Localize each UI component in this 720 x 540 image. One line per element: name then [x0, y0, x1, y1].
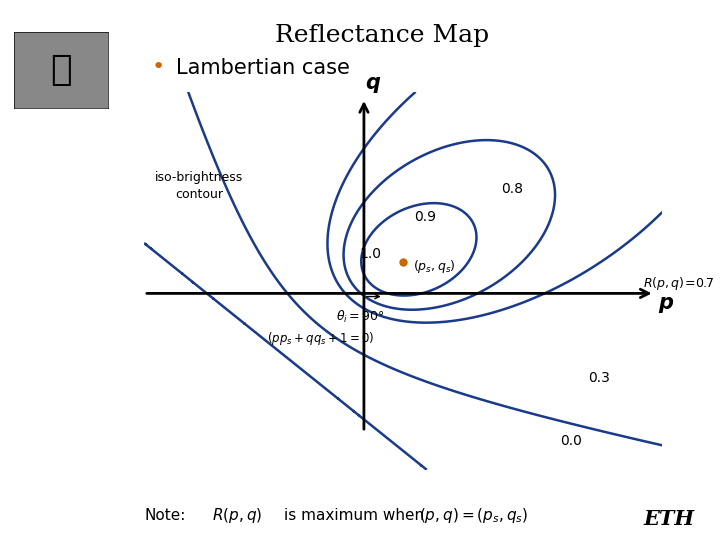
- Text: 👤: 👤: [50, 53, 72, 87]
- Text: 0.0: 0.0: [560, 435, 582, 448]
- Text: $\boldsymbol{p}$: $\boldsymbol{p}$: [659, 295, 675, 315]
- Text: $R(p,q)\!=\!0.7$: $R(p,q)\!=\!0.7$: [643, 275, 714, 293]
- Text: 0.3: 0.3: [588, 372, 610, 386]
- Text: Note:: Note:: [144, 508, 185, 523]
- Text: •: •: [152, 57, 165, 78]
- Text: ETH: ETH: [644, 509, 695, 530]
- Text: $(pp_s + qq_s + 1 = 0)$: $(pp_s + qq_s + 1 = 0)$: [267, 330, 374, 347]
- Text: $(p_s, q_s)$: $(p_s, q_s)$: [413, 259, 456, 275]
- Text: Reflectance Map: Reflectance Map: [274, 24, 489, 46]
- Text: $(p,q) = (p_s, q_s)$: $(p,q) = (p_s, q_s)$: [419, 506, 528, 525]
- Text: $R(p,q)$: $R(p,q)$: [212, 506, 263, 525]
- Text: 0.8: 0.8: [501, 183, 523, 197]
- Text: Lambertian case: Lambertian case: [176, 57, 350, 78]
- Text: 0.9: 0.9: [414, 210, 436, 224]
- Text: $\theta_i = 90°$: $\theta_i = 90°$: [336, 309, 384, 326]
- Text: $\boldsymbol{q}$: $\boldsymbol{q}$: [365, 75, 382, 95]
- Text: is maximum when: is maximum when: [284, 508, 425, 523]
- Text: 1.0: 1.0: [359, 247, 381, 261]
- Text: iso-brightness
contour: iso-brightness contour: [155, 171, 243, 201]
